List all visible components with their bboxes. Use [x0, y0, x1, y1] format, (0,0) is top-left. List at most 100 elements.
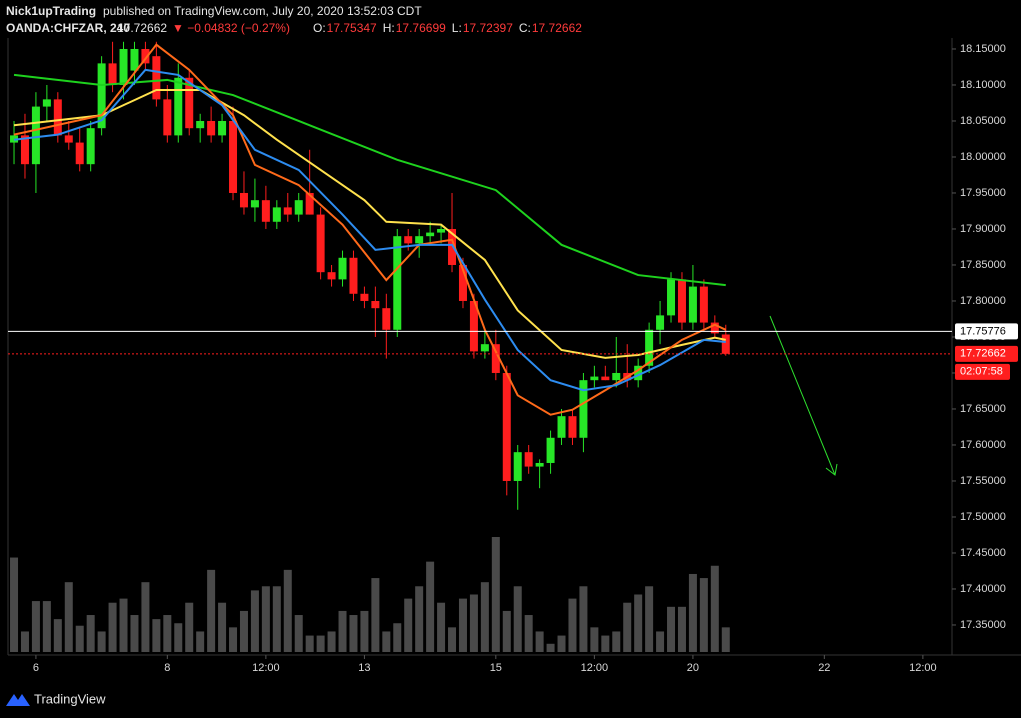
volume-bar: [404, 598, 413, 652]
volume-bar: [141, 582, 150, 652]
y-tick-label: 18.00000: [960, 151, 1006, 163]
volume-bar: [185, 602, 194, 652]
x-tick-label: 6: [33, 662, 39, 674]
volume-bar: [261, 586, 270, 652]
candle-body: [699, 286, 708, 323]
y-tick-label: 17.55000: [960, 475, 1006, 487]
candle-body: [42, 99, 51, 107]
y-tick-label: 18.15000: [960, 43, 1006, 55]
candle-body: [382, 308, 391, 330]
candle-body: [185, 77, 194, 129]
y-tick-label: 17.85000: [960, 259, 1006, 271]
candle-body: [371, 300, 380, 309]
logo[interactable]: [6, 694, 30, 706]
volume-bar: [480, 582, 489, 652]
volume-bar: [283, 569, 292, 652]
candle-body: [458, 264, 467, 301]
volume-bar: [458, 598, 467, 652]
volume-bar: [688, 573, 697, 652]
volume-bar: [469, 594, 478, 652]
candle-body: [667, 279, 676, 316]
candle-body: [437, 228, 446, 233]
y-tick-label: 18.05000: [960, 115, 1006, 127]
published: published on TradingView.com, July 20, 2…: [103, 4, 422, 18]
candle-body: [250, 200, 259, 208]
x-tick-label: 12:00: [581, 662, 609, 674]
volume-bar: [20, 631, 29, 652]
volume-bar: [415, 586, 424, 652]
volume-bar: [699, 578, 708, 652]
author[interactable]: Nick1upTrading: [6, 4, 96, 18]
candle-body: [229, 120, 238, 193]
candle-body: [239, 192, 248, 208]
ohlc-value: 17.75347: [327, 21, 377, 35]
candle-body: [656, 315, 665, 330]
candle-body: [677, 279, 686, 323]
y-tick-label: 17.40000: [960, 583, 1006, 595]
candle-body: [448, 228, 457, 265]
volume-bar: [305, 635, 314, 652]
price-label: 17.72662: [960, 348, 1006, 360]
volume-bar: [207, 569, 216, 652]
candle-body: [31, 106, 40, 165]
volume-bar: [524, 615, 533, 652]
candle-body: [119, 48, 128, 85]
volume-bar: [502, 610, 511, 652]
candle-body: [546, 437, 555, 463]
price-label: 17.75776: [960, 325, 1006, 337]
volume-bar: [546, 643, 555, 652]
candle-body: [601, 376, 610, 381]
volume-bar: [64, 582, 73, 652]
candle-body: [415, 236, 424, 244]
volume-bar: [721, 627, 730, 652]
volume-bar: [97, 631, 106, 652]
ohlc-value: 17.72397: [463, 21, 513, 35]
ohlc-label: C:: [519, 21, 531, 35]
volume-bar: [590, 627, 599, 652]
candle-body: [557, 416, 566, 438]
volume-bar: [196, 631, 205, 652]
ohlc-value: 17.72662: [532, 21, 582, 35]
volume-bar: [86, 615, 95, 652]
volume-bar: [634, 594, 643, 652]
volume-bar: [579, 586, 588, 652]
candle-body: [64, 135, 73, 143]
volume-bar: [250, 590, 259, 652]
volume-bar: [108, 602, 117, 652]
volume-bar: [601, 635, 610, 652]
volume-bar: [272, 586, 281, 652]
brand[interactable]: TradingView: [34, 691, 106, 706]
volume-bar: [31, 601, 40, 652]
ohlc-label: O:: [313, 21, 326, 35]
moving-average: [13, 89, 726, 359]
volume-bar: [349, 615, 358, 652]
x-tick-label: 20: [687, 662, 699, 674]
symbol[interactable]: OANDA:CHFZAR, 240: [6, 21, 130, 35]
volume-bar: [491, 537, 500, 652]
candle-body: [568, 416, 577, 438]
volume-bar: [10, 557, 19, 652]
countdown-box: [955, 363, 1010, 380]
volume-bar: [316, 635, 325, 652]
candle-body: [207, 120, 216, 136]
candle-body: [174, 77, 183, 136]
candle-body: [513, 452, 522, 481]
y-tick-label: 17.80000: [960, 295, 1006, 307]
volume-bar: [645, 586, 654, 652]
y-tick-label: 18.10000: [960, 79, 1006, 91]
volume-bar: [710, 565, 719, 652]
x-tick-label: 8: [164, 662, 170, 674]
candle-body: [710, 322, 719, 334]
candle-body: [86, 128, 95, 165]
candle-body: [108, 63, 117, 85]
last-price: 17.72662: [117, 21, 167, 35]
y-tick-label: 17.50000: [960, 511, 1006, 523]
volume-bar: [371, 578, 380, 652]
volume-bar: [229, 627, 238, 652]
volume-bar: [557, 635, 566, 652]
candle-body: [316, 214, 325, 273]
volume-bar: [360, 610, 369, 652]
candle-body: [480, 344, 489, 352]
price-label-box: [955, 323, 1018, 340]
